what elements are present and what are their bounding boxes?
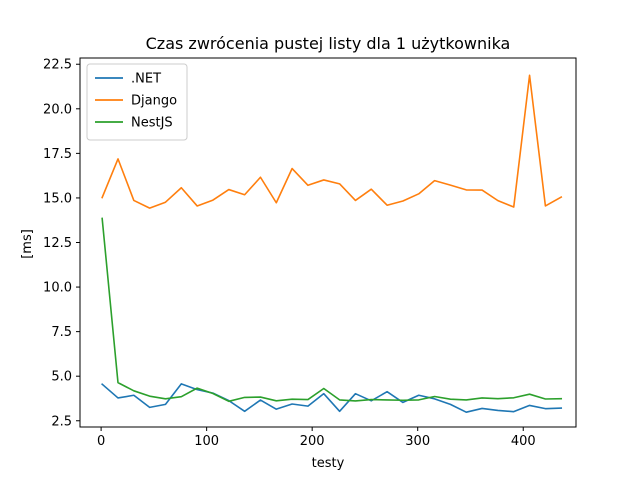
x-axis-label: testy (312, 456, 345, 471)
y-tick-label: 7.5 (51, 325, 72, 340)
series-line-2 (101, 74, 563, 209)
x-tick-label: 300 (405, 434, 430, 449)
series-line-3 (101, 217, 563, 403)
x-tick-label: 400 (511, 434, 536, 449)
y-tick-label: 20.0 (43, 102, 72, 117)
y-tick-label: 17.5 (43, 147, 72, 162)
legend-label-3: NestJS (131, 116, 173, 131)
y-tick-label: 12.5 (43, 236, 72, 251)
legend-box (86, 63, 188, 141)
series-line-1 (101, 383, 563, 414)
y-tick-label: 5.0 (51, 370, 72, 385)
y-tick-label: 22.5 (43, 58, 72, 73)
y-tick-label: 15.0 (43, 191, 72, 206)
chart-title: Czas zwrócenia pustej listy dla 1 użytko… (146, 34, 511, 53)
x-tick-label: 0 (97, 434, 105, 449)
y-tick-label: 2.5 (51, 414, 72, 429)
y-tick-label: 10.0 (43, 281, 72, 296)
legend-label-2: Django (131, 94, 177, 109)
x-tick-label: 100 (194, 434, 219, 449)
y-axis-label: [ms] (20, 229, 35, 259)
legend-label-1: .NET (131, 72, 161, 87)
legend: .NET Django NestJS (86, 63, 188, 141)
x-tick-label: 200 (300, 434, 325, 449)
series-layer (101, 74, 563, 414)
axes-layer: 0 100 200 300 400 2.5 5.0 7.5 10.0 12.5 15.0 17.5 20… (43, 57, 577, 449)
